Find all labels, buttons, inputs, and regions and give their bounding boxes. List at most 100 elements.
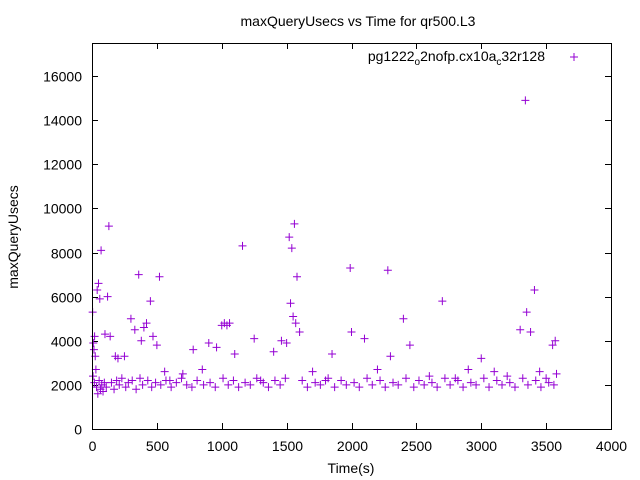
data-point — [100, 330, 109, 339]
data-point — [155, 272, 164, 281]
data-point — [368, 380, 377, 389]
x-tick-label: 2000 — [337, 438, 368, 454]
data-point — [193, 376, 202, 385]
data-point — [551, 336, 560, 345]
data-point — [189, 345, 198, 354]
data-point — [276, 380, 285, 389]
data-point — [134, 270, 143, 279]
data-point — [229, 376, 238, 385]
data-point — [303, 383, 312, 392]
y-tick-label: 2000 — [51, 378, 82, 394]
data-point — [531, 376, 540, 385]
data-point — [95, 376, 104, 385]
data-point — [324, 374, 333, 383]
y-tick-label: 4000 — [51, 334, 82, 350]
data-point — [146, 297, 155, 306]
data-point — [376, 376, 385, 385]
data-point — [291, 319, 300, 328]
data-point — [93, 286, 102, 295]
data-point — [93, 389, 102, 398]
legend-label-sub-1: o — [415, 57, 421, 68]
x-tick-label: 1500 — [272, 438, 303, 454]
data-point — [316, 380, 325, 389]
data-point — [132, 385, 141, 394]
data-point — [459, 383, 468, 392]
data-point — [102, 383, 111, 392]
data-point — [172, 378, 181, 387]
y-tick-label: 14000 — [43, 113, 82, 129]
data-point — [433, 383, 442, 392]
data-point — [90, 332, 99, 341]
data-point — [552, 369, 561, 378]
data-point — [252, 374, 261, 383]
data-point — [187, 383, 196, 392]
data-point — [206, 378, 215, 387]
x-tick-label: 3500 — [531, 438, 562, 454]
data-point — [212, 343, 221, 352]
y-tick-label: 0 — [74, 422, 82, 438]
data-point — [121, 383, 130, 392]
data-point — [89, 345, 98, 354]
data-point — [156, 380, 165, 389]
data-point — [472, 380, 481, 389]
legend-label-part-a: pg1222 — [368, 48, 415, 64]
data-point — [139, 323, 148, 332]
data-point — [383, 266, 392, 275]
data-point — [427, 378, 436, 387]
data-point — [198, 365, 207, 374]
y-tick-label: 6000 — [51, 290, 82, 306]
data-point — [549, 380, 558, 389]
data-point — [510, 383, 519, 392]
data-point — [110, 385, 119, 394]
data-point — [89, 338, 98, 347]
data-point — [464, 365, 473, 374]
data-point — [355, 383, 364, 392]
data-point — [295, 327, 304, 336]
axis-ticks — [92, 43, 612, 430]
data-point — [148, 332, 157, 341]
data-point — [142, 319, 151, 328]
data-point — [360, 334, 369, 343]
data-point — [130, 325, 139, 334]
data-point — [289, 312, 298, 321]
data-point — [286, 299, 295, 308]
data-point — [337, 376, 346, 385]
data-point — [342, 380, 351, 389]
data-point — [107, 378, 116, 387]
plot-frame — [92, 43, 612, 430]
data-point — [492, 376, 501, 385]
data-point — [138, 380, 147, 389]
data-point — [516, 325, 525, 334]
data-point — [128, 376, 137, 385]
data-point — [328, 350, 337, 359]
data-point — [100, 378, 109, 387]
data-point — [521, 96, 530, 105]
data-point — [234, 383, 243, 392]
data-point — [479, 374, 488, 383]
data-point — [405, 341, 414, 350]
data-point — [535, 367, 544, 376]
data-point — [293, 272, 302, 281]
data-point — [386, 352, 395, 361]
data-point — [522, 308, 531, 317]
y-tick-label: 8000 — [51, 246, 82, 262]
data-point — [373, 365, 382, 374]
data-point — [238, 241, 247, 250]
x-tick-label: 1000 — [207, 438, 238, 454]
data-point — [143, 376, 152, 385]
legend-marker-symbol — [570, 53, 578, 61]
data-point — [544, 378, 553, 387]
data-point — [505, 378, 514, 387]
data-point — [225, 319, 234, 328]
data-point — [399, 314, 408, 323]
data-point — [120, 352, 129, 361]
data-point — [112, 376, 121, 385]
data-point — [97, 246, 106, 255]
data-point — [446, 380, 455, 389]
data-point — [182, 380, 191, 389]
data-point — [204, 338, 213, 347]
axis-tick-labels: 0 500 1000 1500 2000 2500 3000 3500 4000 0 2000 400… — [43, 69, 627, 455]
x-tick-label: 2500 — [401, 438, 432, 454]
data-point — [167, 383, 176, 392]
